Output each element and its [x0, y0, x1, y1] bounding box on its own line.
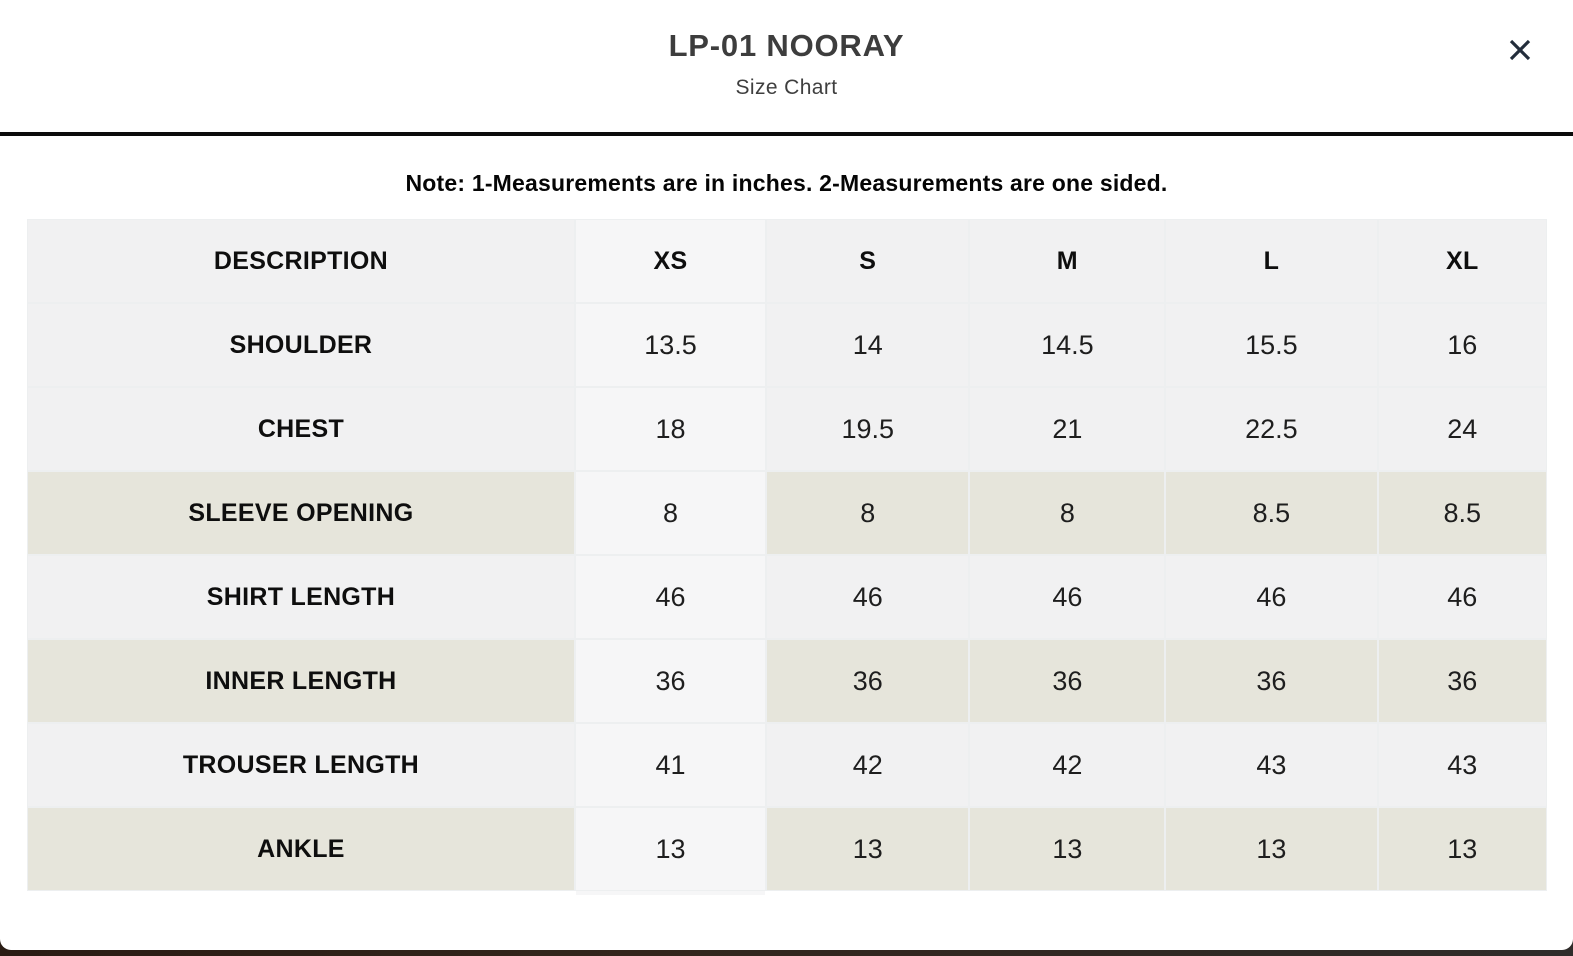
modal-subtitle: Size Chart: [735, 76, 838, 99]
size-value-cell: 42: [766, 723, 970, 807]
row-label-shoulder: SHOULDER: [27, 303, 575, 387]
row-label-sleeve-opening: SLEEVE OPENING: [27, 471, 575, 555]
size-value-cell: 8: [574, 471, 767, 555]
size-value-cell: 46: [969, 555, 1166, 639]
size-value-cell: 36: [1165, 639, 1378, 723]
size-value-cell: 8: [969, 471, 1166, 555]
size-value-cell: 36: [1377, 639, 1548, 723]
column-header-xs: XS: [574, 219, 767, 303]
size-value-cell: 41: [574, 723, 767, 807]
row-label-inner-length: INNER LENGTH: [27, 639, 575, 723]
size-value-cell: 13: [1377, 807, 1548, 891]
size-value-cell: 43: [1165, 723, 1378, 807]
size-value-cell: 13: [766, 807, 970, 891]
size-value-cell: 8: [766, 471, 970, 555]
size-value-cell: 18: [574, 387, 767, 471]
size-value-cell: 14: [766, 303, 970, 387]
size-value-cell: 19.5: [766, 387, 970, 471]
column-header-xl: XL: [1377, 219, 1548, 303]
product-title: LP-01 NOORAY: [668, 28, 905, 63]
row-label-chest: CHEST: [27, 387, 575, 471]
size-value-cell: 14.5: [969, 303, 1166, 387]
size-value-cell: 8.5: [1377, 471, 1548, 555]
size-value-cell: 8.5: [1165, 471, 1378, 555]
row-label-ankle: ANKLE: [27, 807, 575, 891]
row-label-trouser-length: TROUSER LENGTH: [27, 723, 575, 807]
column-header-l: L: [1165, 219, 1378, 303]
column-header-m: M: [969, 219, 1166, 303]
modal-header: LP-01 NOORAY Size Chart: [0, 0, 1573, 132]
size-value-cell: 16: [1377, 303, 1548, 387]
size-value-cell: 21: [969, 387, 1166, 471]
size-value-cell: 36: [766, 639, 970, 723]
size-value-cell: 36: [574, 639, 767, 723]
column-header-description: DESCRIPTION: [27, 219, 575, 303]
size-value-cell: 24: [1377, 387, 1548, 471]
close-button[interactable]: [1500, 30, 1540, 70]
header-divider: [0, 132, 1573, 136]
size-value-cell: 46: [766, 555, 970, 639]
row-label-shirt-length: SHIRT LENGTH: [27, 555, 575, 639]
size-value-cell: 13: [574, 807, 767, 891]
size-value-cell: 13.5: [574, 303, 767, 387]
size-value-cell: 46: [1165, 555, 1378, 639]
measurement-note: Note: 1-Measurements are in inches. 2-Me…: [405, 170, 1168, 196]
size-value-cell: 43: [1377, 723, 1548, 807]
size-chart-table: DESCRIPTION XS S M L XL SHOULDER 13.5 14 14.5 15.5…: [27, 219, 1548, 891]
size-value-cell: 46: [1377, 555, 1548, 639]
size-value-cell: 13: [1165, 807, 1378, 891]
size-value-cell: 36: [969, 639, 1166, 723]
size-value-cell: 42: [969, 723, 1166, 807]
size-value-cell: 15.5: [1165, 303, 1378, 387]
size-value-cell: 22.5: [1165, 387, 1378, 471]
close-icon: [1505, 35, 1535, 65]
column-header-s: S: [766, 219, 970, 303]
size-value-cell: 13: [969, 807, 1166, 891]
size-value-cell: 46: [574, 555, 767, 639]
